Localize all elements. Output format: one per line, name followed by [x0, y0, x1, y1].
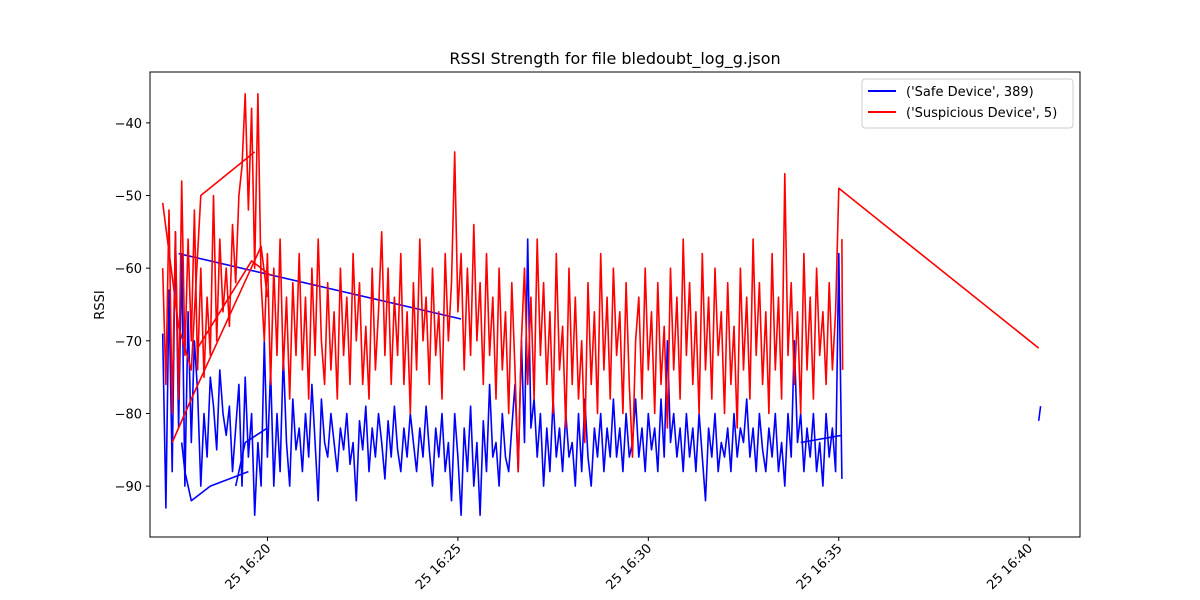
series-line-suspicious-device-5	[161, 93, 1040, 473]
plot-lines	[161, 93, 1042, 516]
legend: ('Safe Device', 389) ('Suspicious Device…	[861, 78, 1074, 129]
legend-label-safe-device: ('Safe Device', 389)	[906, 85, 1034, 100]
legend-label-suspicious-device: ('Suspicious Device', 5)	[906, 106, 1057, 121]
y-tick-label: −50	[115, 190, 142, 205]
plot-frame	[149, 71, 1081, 538]
series-line-safe-device-389-segment-2	[180, 442, 249, 502]
series-line-suspicious-device-5-segment-2	[171, 245, 269, 443]
series-line-suspicious-device-5-segment-4	[841, 239, 844, 370]
series-line-safe-device-389-segment-3	[234, 427, 268, 487]
y-tick-label: −60	[115, 262, 142, 277]
chart-title: RSSI Strength for file bledoubt_log_g.js…	[449, 49, 780, 69]
series-line-safe-device-389-segment-4	[800, 434, 843, 444]
y-tick-label: −40	[115, 117, 142, 132]
legend-box	[861, 78, 1074, 129]
series-line-safe-device-389-segment-5	[1037, 406, 1042, 421]
y-axis-label: RSSI	[93, 290, 108, 319]
y-tick-label: −80	[115, 407, 142, 422]
y-tick-label: −70	[115, 335, 142, 350]
y-axis: −40 −50 −60 −70 −80 −90	[115, 117, 150, 495]
series-line-suspicious-device-5-segment-3	[196, 260, 272, 349]
series-line-suspicious-device-5-segment-1	[161, 151, 256, 371]
series-line-safe-device-389	[161, 231, 843, 516]
y-tick-label: −90	[115, 480, 142, 495]
